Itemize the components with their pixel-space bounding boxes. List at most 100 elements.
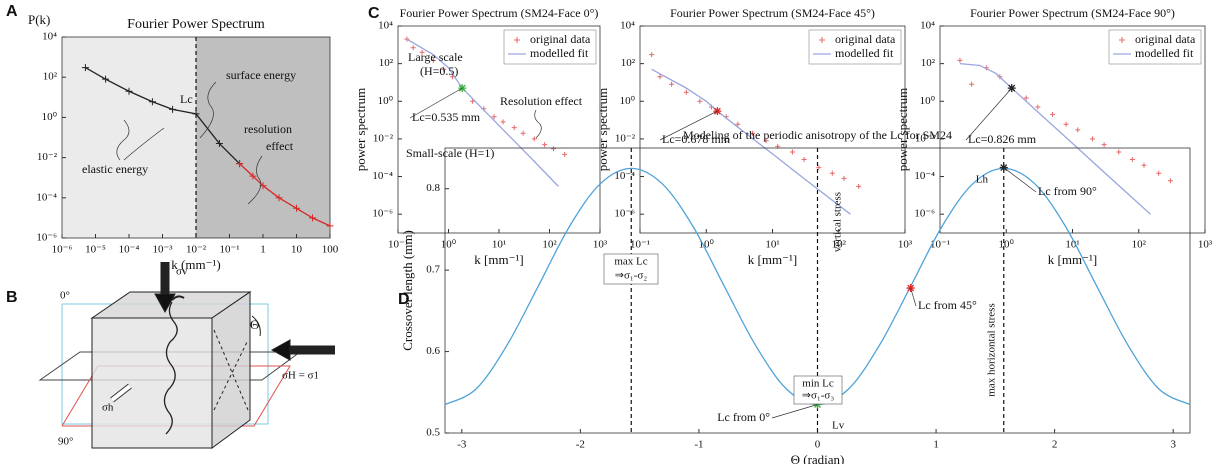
point-label: Lc=0.535 mm <box>412 110 481 124</box>
y-tick-label: 10⁻² <box>615 132 636 144</box>
diagram-label: σH = σ1 <box>282 370 319 382</box>
diagram-label: Θ <box>250 317 259 332</box>
data-point <box>326 222 334 230</box>
x-tick-label: 10⁻² <box>186 244 207 256</box>
legend-label: modelled fit <box>530 46 589 60</box>
x-tick-label: 10³ <box>898 239 913 251</box>
x-tick-label: 100 <box>322 244 339 256</box>
x-tick-label: -1 <box>694 439 703 451</box>
legend-label: original data <box>530 32 591 46</box>
x-tick-label: 10⁻¹ <box>630 239 650 251</box>
stress-diagram <box>38 262 335 449</box>
x-tick-label: 10⁻¹ <box>930 239 950 251</box>
panel-label: C <box>368 5 380 22</box>
annotation: max Lc <box>614 256 647 268</box>
y-tick-label: 10⁴ <box>920 20 935 32</box>
data-point <box>215 140 223 148</box>
annotation: ⇒σ₁-σ₂ <box>615 270 648 282</box>
x-axis-label: k [mm⁻¹] <box>474 252 523 267</box>
y-tick-label: 10⁰ <box>378 95 394 107</box>
point-label: Lc from 0° <box>717 410 770 424</box>
leader-line <box>771 404 818 419</box>
data-point <box>491 114 497 120</box>
data-point <box>750 130 756 136</box>
y-tick-label: 10⁻⁴ <box>914 170 935 182</box>
panel-label: D <box>398 291 410 308</box>
data-point <box>562 151 568 157</box>
x-tick-label: 10⁰ <box>699 239 715 251</box>
diagram-label: σh <box>102 402 114 414</box>
y-tick-label: 10² <box>43 71 58 83</box>
leader <box>199 81 217 139</box>
data-point <box>657 74 663 80</box>
y-axis-label: Crossover length (mm) <box>400 230 415 351</box>
annotation: ⇒σ₁-σ₃ <box>802 390 835 402</box>
annotation: vertical stress <box>832 192 844 252</box>
x-tick-label: 10⁻⁴ <box>119 244 140 256</box>
leader <box>247 155 263 205</box>
data-point <box>1141 162 1147 168</box>
x-tick-label: 2 <box>1052 439 1058 451</box>
data-point <box>1101 142 1107 148</box>
data-point <box>957 57 963 63</box>
x-tick-label: 10⁰ <box>999 239 1015 251</box>
arrow-head <box>270 339 291 361</box>
y-tick-label: 10⁻⁴ <box>614 170 635 182</box>
x-tick-label: 10⁻⁶ <box>52 244 73 256</box>
data-point <box>1075 127 1081 133</box>
x-tick-label: 10² <box>1132 239 1147 251</box>
cube-front <box>91 317 213 449</box>
y-tick-label: 0.6 <box>426 345 440 357</box>
data-point <box>1116 149 1122 155</box>
fracture <box>163 301 178 435</box>
data-point <box>441 66 447 72</box>
legend-swatch <box>514 37 520 43</box>
data-point <box>419 49 425 55</box>
annotation: Lh <box>976 174 989 186</box>
y-tick-label: 10⁴ <box>42 31 57 43</box>
series-line <box>406 38 559 187</box>
note-box <box>603 253 659 285</box>
leader <box>123 127 165 161</box>
annotation: max horizontal stress <box>986 303 998 396</box>
data-point <box>816 165 822 171</box>
region-left <box>62 37 196 238</box>
data-point <box>410 45 416 51</box>
leader <box>116 119 130 161</box>
diagram-label: 90° <box>58 436 73 448</box>
annotation: (H=0.5) <box>420 64 458 78</box>
data-point <box>801 157 807 163</box>
diagram-label: σv <box>176 266 188 278</box>
y-tick-label: 10⁻² <box>373 132 394 144</box>
x-tick-label: 10 <box>291 244 303 256</box>
point-label: Lc from 45° <box>918 298 977 312</box>
x-tick-label: 10² <box>832 239 847 251</box>
data-point <box>81 64 89 72</box>
x-tick-label: 10¹ <box>1065 239 1079 251</box>
point-label: Lc=0.678 mm <box>662 132 731 146</box>
x-tick-label: 10⁻⁵ <box>85 244 106 256</box>
data-point <box>735 121 741 127</box>
data-point <box>1023 95 1029 101</box>
x-tick-label: 1 <box>260 244 266 256</box>
data-point <box>430 57 436 63</box>
data-point <box>169 105 177 113</box>
annotation: surface energy <box>226 68 296 82</box>
lc-marker <box>713 107 722 116</box>
cube-diagonals <box>213 329 249 411</box>
data-point <box>1089 136 1095 142</box>
data-point <box>1156 170 1162 176</box>
y-tick-label: 10⁰ <box>42 111 58 123</box>
y-tick-label: 10² <box>621 57 636 69</box>
x-axis-label: k (mm⁻¹) <box>171 257 220 272</box>
legend-swatch <box>819 37 825 43</box>
data-point <box>1129 157 1135 163</box>
data-point <box>192 110 200 118</box>
legend-label: modelled fit <box>1135 46 1194 60</box>
y-tick-label: 10⁴ <box>378 20 393 32</box>
x-tick-label: 10¹ <box>765 239 779 251</box>
data-point <box>293 204 300 212</box>
theta-arc <box>251 315 261 337</box>
panel-label: A <box>6 3 18 20</box>
